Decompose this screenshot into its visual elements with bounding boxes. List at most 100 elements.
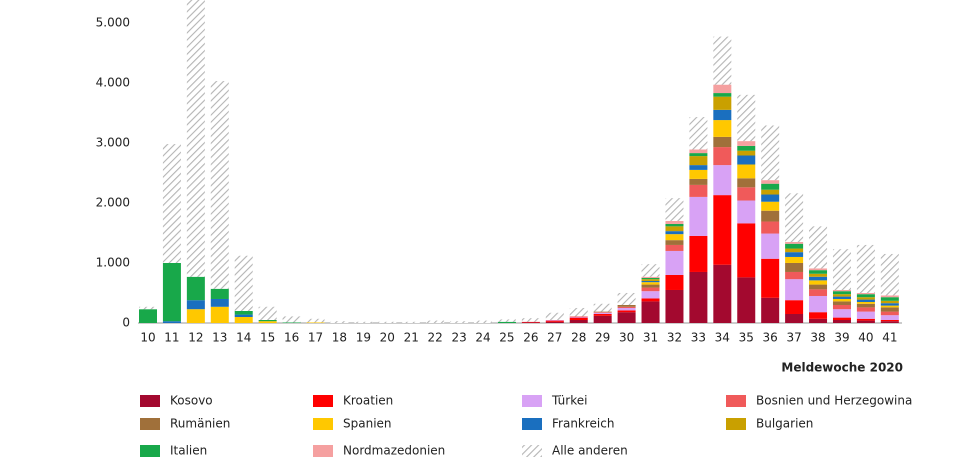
x-tick-label: 38 [810,331,825,345]
x-tick-label: 32 [667,331,682,345]
bar-segment [737,178,756,188]
bar-segment [785,300,804,314]
bar-segment [402,321,421,323]
bar-segment [880,305,899,308]
bar-segment [761,258,780,298]
bar-segment [521,318,540,322]
x-tick-label: 28 [571,331,586,345]
x-tick-label: 37 [786,331,801,345]
bar-segment [856,311,875,319]
legend-label: Rumänien [170,417,230,431]
bar-segment [737,277,756,323]
bar-segment [785,271,804,280]
bar-segment [713,36,732,85]
bar-segment [641,282,660,285]
bar-segment [761,180,780,184]
y-tick-label: 4.000 [96,75,130,89]
bar-segment [737,223,756,278]
x-tick-label: 21 [404,331,419,345]
bar-segment [880,321,899,323]
bar-segment [809,276,828,281]
bar-segment [282,322,301,323]
bar-segment [617,310,636,313]
bar-segment [354,321,373,323]
bar-segment [210,288,229,299]
bar-segment [832,301,851,305]
legend-label: Spanien [343,417,392,431]
bar-segment [785,313,804,323]
x-tick-label: 11 [164,331,179,345]
bar-segment [832,309,851,318]
x-tick-label: 14 [236,331,251,345]
legend-swatch [522,418,542,430]
bar-segment [761,183,780,190]
bar-segment [521,322,540,323]
bar-segment [689,169,708,179]
bar-segment [617,292,636,305]
bar-segment [809,270,828,274]
legend-swatch [140,445,160,457]
bar-segment [880,319,899,322]
x-tick-label: 41 [882,331,897,345]
x-tick-label: 10 [140,331,155,345]
legend-swatch [140,395,160,407]
bar-segment [593,312,612,313]
bar-segment [378,321,397,323]
bar-segment [234,316,253,323]
legend-label: Italien [170,444,207,458]
bar-segment [641,280,660,283]
bar-segment [785,243,804,249]
bar-segment [545,319,564,321]
x-tick-label: 24 [475,331,490,345]
bar-segment [665,240,684,245]
x-tick-label: 12 [188,331,203,345]
bar-segment [856,320,875,323]
bar-segment [306,318,325,323]
bar-segment [234,255,253,311]
bar-segment [713,264,732,323]
bar-segment [689,271,708,323]
bar-segment [856,297,875,300]
legend-label: Bulgarien [756,417,813,431]
x-tick-label: 35 [739,331,754,345]
bar-segment [737,155,756,165]
bar-segment [856,301,875,304]
bar-segment [665,220,684,224]
bar-segment [617,304,636,307]
bar-segment [809,273,828,277]
bar-segment [545,321,564,323]
legend-swatch [726,418,746,430]
bar-segment [737,164,756,179]
bar-segment [785,193,804,242]
bar-segment [139,306,157,310]
bar-segment [737,145,756,151]
bar-segment [832,291,851,295]
bar-segment [689,117,708,150]
bar-segment [832,304,851,310]
bar-segment [641,291,660,299]
bar-segment [809,289,828,296]
bar-segment [713,93,732,97]
x-tick-label: 33 [691,331,706,345]
legend-label: Alle anderen [552,444,628,458]
bar-segment [856,299,875,302]
bar-segment [761,201,780,211]
bar-segment [832,294,851,297]
bar-segment [689,235,708,272]
bar-segment [306,322,325,323]
x-tick-label: 18 [332,331,347,345]
bar-segment [641,301,660,323]
bar-segment [641,284,660,288]
bar-segment [785,252,804,257]
bar-segment [665,274,684,290]
bar-segment [713,96,732,110]
x-tick-label: 31 [643,331,658,345]
bar-segment [689,178,708,185]
x-tick-label: 36 [763,331,778,345]
bar-segment [282,316,301,323]
x-tick-label: 15 [260,331,275,345]
y-tick-label: 3.000 [96,135,130,149]
legend-swatch [726,395,746,407]
x-tick-label: 27 [547,331,562,345]
